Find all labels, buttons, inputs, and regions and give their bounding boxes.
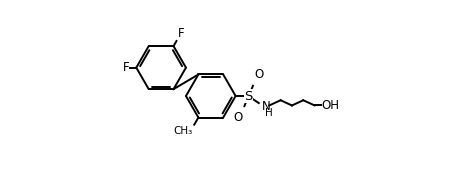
Text: H: H: [266, 108, 273, 118]
Text: CH₃: CH₃: [174, 126, 193, 136]
Text: S: S: [245, 89, 253, 103]
Text: O: O: [234, 111, 243, 124]
Text: F: F: [178, 27, 184, 40]
Text: F: F: [123, 61, 129, 74]
Text: N: N: [262, 100, 271, 113]
Text: O: O: [254, 68, 264, 81]
Text: OH: OH: [321, 99, 339, 112]
